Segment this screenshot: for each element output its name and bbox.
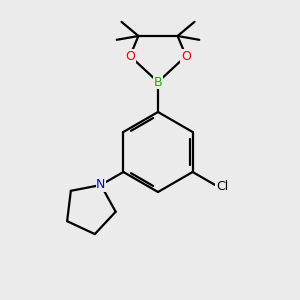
Text: O: O [125, 50, 135, 62]
Text: O: O [181, 50, 191, 62]
Text: N: N [96, 178, 106, 191]
Text: B: B [154, 76, 162, 88]
Text: Cl: Cl [216, 179, 228, 193]
